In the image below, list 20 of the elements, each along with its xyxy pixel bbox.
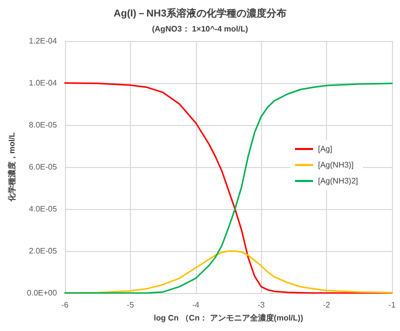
x-tick-label: -2 bbox=[323, 300, 331, 310]
y-tick-label: 2.0E-05 bbox=[28, 246, 58, 256]
y-tick-label: 6.0E-05 bbox=[28, 162, 58, 172]
legend-label: [Ag(NH3)2] bbox=[318, 176, 358, 186]
x-tick-label: -5 bbox=[126, 300, 134, 310]
chart-title: Ag(I)－NH3系溶液の化学種の濃度分布 bbox=[114, 8, 286, 20]
y-tick-label: 0.0E+00 bbox=[26, 288, 58, 298]
legend-label: [Ag] bbox=[318, 144, 332, 154]
legend-label: [Ag(NH3)] bbox=[318, 160, 354, 170]
x-tick-label: -1 bbox=[388, 300, 396, 310]
x-tick-label: -6 bbox=[61, 300, 70, 310]
y-tick-label: 1.0E-04 bbox=[28, 78, 58, 88]
y-tick-label: 4.0E-05 bbox=[28, 204, 58, 214]
x-tick-label: -4 bbox=[192, 300, 200, 310]
y-tick-label: 1.2E-04 bbox=[28, 36, 58, 46]
x-axis-title: log Cn （Cn： アンモニア全濃度(mol/L)) bbox=[154, 312, 304, 322]
y-tick-label: 8.0E-05 bbox=[28, 120, 58, 130]
y-axis-title: 化学種濃度，mol/L bbox=[6, 132, 16, 203]
x-tick-label: -3 bbox=[258, 300, 266, 310]
chart-subtitle: (AgNO3： 1×10^-4 mol/L) bbox=[152, 24, 248, 34]
